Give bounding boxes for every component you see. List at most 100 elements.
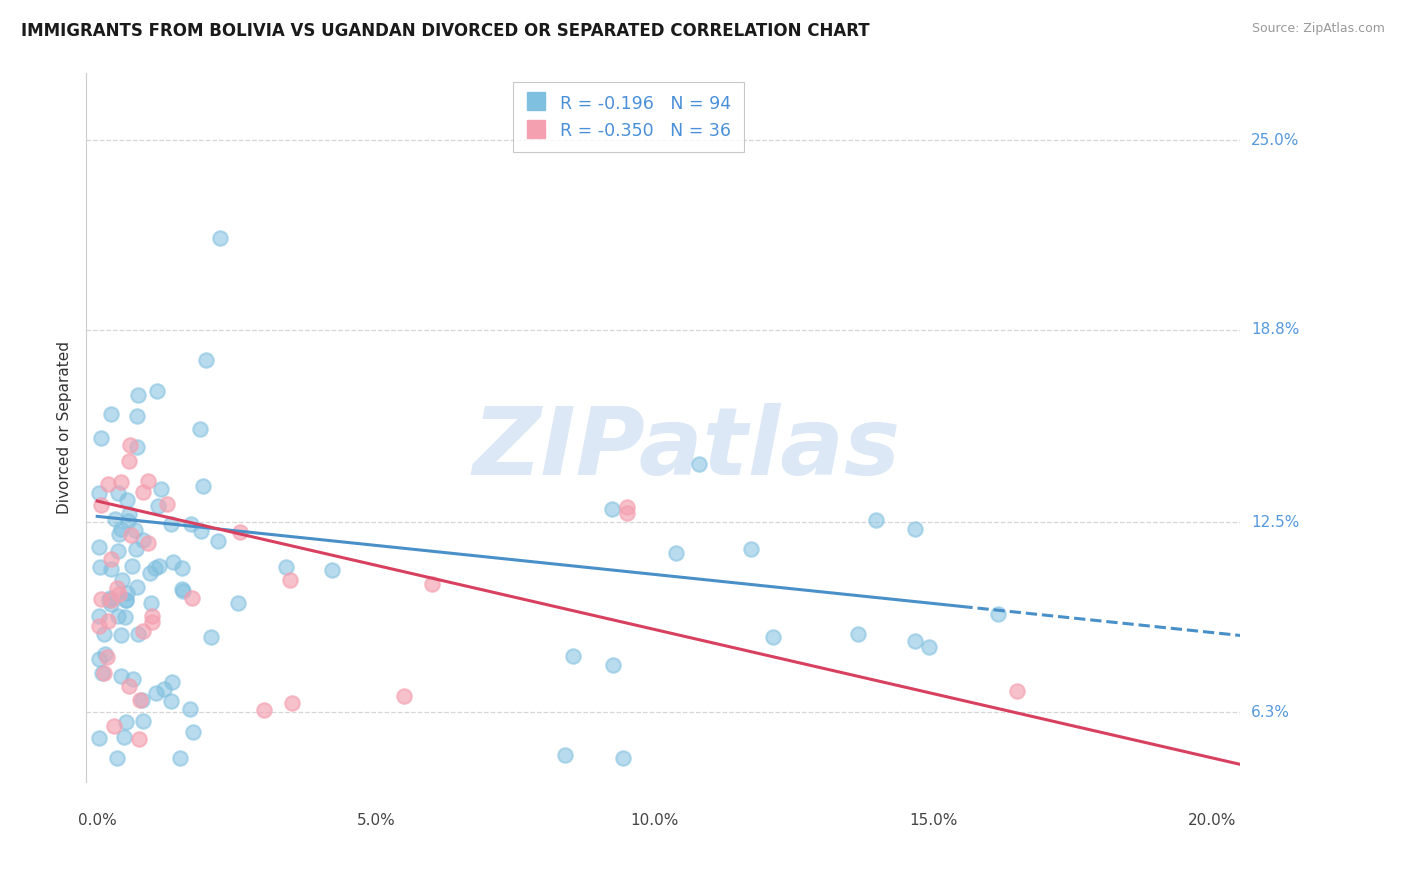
Point [139, 566, 162, 580]
Point [132, 485, 155, 500]
Point [179, 702, 201, 716]
Point [115, 593, 138, 607]
Point [169, 751, 191, 765]
Point [665, 546, 688, 560]
Point [180, 591, 202, 606]
Point [129, 693, 152, 707]
Point [100, 592, 122, 607]
Point [253, 703, 276, 717]
Point [846, 627, 869, 641]
Point [278, 573, 301, 587]
Point [420, 577, 443, 591]
Point [127, 627, 149, 641]
Point [612, 751, 634, 765]
Point [114, 592, 136, 607]
Point [132, 624, 155, 638]
Point [554, 748, 576, 763]
Point [762, 630, 785, 644]
Point [100, 407, 122, 421]
Text: 20.0%: 20.0% [1188, 813, 1236, 828]
Point [127, 409, 149, 423]
Point [100, 591, 122, 605]
Point [159, 516, 181, 531]
Point [90, 431, 112, 445]
Point [170, 561, 193, 575]
Point [115, 714, 138, 729]
Point [93, 627, 115, 641]
Text: ZIPatlas: ZIPatlas [472, 403, 900, 495]
Point [193, 478, 215, 492]
Point [100, 552, 122, 566]
Point [139, 596, 162, 610]
Point [110, 627, 132, 641]
Point [114, 610, 136, 624]
Point [121, 559, 143, 574]
Point [136, 474, 159, 488]
Point [128, 731, 150, 746]
Point [124, 523, 146, 537]
Point [561, 648, 583, 663]
Point [117, 514, 139, 528]
Point [987, 607, 1010, 621]
Point [145, 685, 167, 699]
Point [865, 513, 887, 527]
Point [118, 507, 141, 521]
Point [96, 650, 118, 665]
Point [87, 731, 110, 746]
Point [1005, 683, 1028, 698]
Text: IMMIGRANTS FROM BOLIVIA VS UGANDAN DIVORCED OR SEPARATED CORRELATION CHART: IMMIGRANTS FROM BOLIVIA VS UGANDAN DIVOR… [21, 22, 870, 40]
Point [117, 454, 139, 468]
Y-axis label: Divorced or Separated: Divorced or Separated [58, 341, 72, 514]
Point [87, 540, 110, 554]
Point [128, 388, 150, 402]
Text: 6.3%: 6.3% [1251, 705, 1291, 720]
Point [89, 619, 111, 633]
Text: 12.5%: 12.5% [1251, 515, 1299, 530]
Point [107, 486, 129, 500]
Point [100, 598, 122, 612]
Point [143, 561, 166, 575]
Text: Source: ZipAtlas.com: Source: ZipAtlas.com [1251, 22, 1385, 36]
Text: 10.0%: 10.0% [630, 813, 679, 828]
Point [131, 714, 153, 729]
Point [904, 633, 927, 648]
Point [107, 543, 129, 558]
Point [117, 493, 139, 508]
Point [87, 652, 110, 666]
Legend: R = -0.196   N = 94, R = -0.350   N = 36: R = -0.196 N = 94, R = -0.350 N = 36 [513, 82, 744, 153]
Point [103, 719, 125, 733]
Point [602, 658, 624, 673]
Point [274, 559, 297, 574]
Point [97, 477, 120, 491]
Point [321, 563, 343, 577]
Point [87, 609, 110, 624]
Point [98, 593, 121, 607]
Point [904, 522, 927, 536]
Point [688, 457, 710, 471]
Point [740, 542, 762, 557]
Point [616, 506, 638, 520]
Point [190, 422, 212, 436]
Point [162, 555, 184, 569]
Text: 25.0%: 25.0% [1251, 133, 1299, 148]
Point [148, 559, 170, 574]
Point [170, 582, 193, 596]
Point [156, 497, 179, 511]
Point [602, 502, 624, 516]
Point [110, 522, 132, 536]
Point [100, 562, 122, 576]
Point [141, 615, 163, 629]
Point [121, 673, 143, 687]
Point [181, 724, 204, 739]
Point [108, 587, 131, 601]
Text: 5.0%: 5.0% [357, 813, 395, 828]
Point [228, 596, 250, 610]
Point [149, 482, 172, 496]
Point [131, 692, 153, 706]
Point [136, 535, 159, 549]
Point [94, 647, 117, 661]
Point [105, 581, 128, 595]
Point [917, 640, 939, 655]
Point [141, 609, 163, 624]
Point [125, 542, 148, 557]
